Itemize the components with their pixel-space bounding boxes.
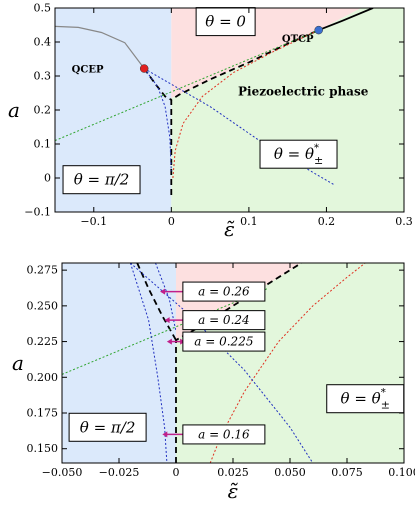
label-box-text-4: θ = π/2	[80, 418, 136, 436]
y-tick-label: 0.200	[27, 371, 59, 384]
x-axis-label: ε̃	[224, 217, 235, 241]
boundary-line-1	[318, 8, 374, 31]
label-box-2: θ = θ* ±	[259, 139, 338, 169]
label-box-5: θ = θ* ±	[326, 384, 405, 414]
label-box-text-2: a = 0.225	[194, 335, 253, 349]
label-box-text-0: θ = 0	[205, 13, 246, 31]
y-tick-label: 0.275	[27, 264, 59, 277]
y-axis-label: a	[12, 351, 24, 375]
x-tick-label: 0.050	[274, 466, 306, 479]
x-tick-label: 0.025	[217, 466, 249, 479]
y-tick-label: 0.150	[27, 442, 59, 455]
label-box-4: θ = π/2	[68, 412, 147, 442]
boundary-line-5	[129, 263, 168, 463]
x-tick-label: 0.075	[331, 466, 363, 479]
y-tick-label: 0.225	[27, 335, 59, 348]
phase-region-2	[171, 8, 404, 212]
boundary-line-1	[136, 263, 177, 341]
boundary-line-3	[209, 263, 366, 463]
y-tick-label: 0.2	[34, 104, 52, 117]
x-tick-label: −0.025	[99, 466, 140, 479]
boundary-line-0	[55, 25, 145, 69]
x-tick-label: 0	[168, 215, 175, 228]
x-tick-label: −0.1	[80, 215, 107, 228]
label-box-text-2: θ = θ* ±	[274, 143, 323, 167]
boundary-line-4	[130, 263, 314, 463]
label-box-text-1: θ = π/2	[74, 171, 130, 189]
top-phase-diagram-panel: QCEP QTCP Piezoelectric phase θ = 0 θ = π/2 θ…	[8, 2, 413, 242]
label-box-2: a = 0.225	[182, 331, 266, 352]
x-tick-label: −0.050	[42, 466, 83, 479]
critical-point-label-1: QTCP	[282, 34, 314, 45]
x-tick-label: 0.2	[318, 215, 336, 228]
y-axis-label: a	[8, 98, 20, 122]
boundary-line-2	[62, 288, 268, 375]
y-tick-label: 0.175	[27, 407, 59, 420]
critical-point-marker-0	[139, 64, 149, 73]
x-axis-label: ε̃	[228, 479, 239, 503]
label-box-text-0: a = 0.26	[198, 285, 250, 299]
critical-point-label-0: QCEP	[72, 64, 104, 75]
y-tick-label: 0.3	[34, 70, 52, 83]
boundary-line-5	[172, 29, 319, 179]
label-box-0: a = 0.26	[182, 281, 266, 302]
x-tick-label: 0.100	[388, 466, 415, 479]
y-tick-label: 0.250	[27, 299, 59, 312]
y-tick-label: 0.1	[34, 138, 52, 151]
boundary-line-6	[143, 68, 335, 186]
label-box-text-3: a = 0.16	[198, 427, 250, 441]
y-tick-label: 0.4	[34, 36, 52, 49]
label-box-text-5: θ = θ* ±	[341, 387, 390, 411]
x-tick-label: 0	[173, 466, 180, 479]
y-tick-label: −0.1	[24, 206, 51, 219]
label-box-3: a = 0.16	[182, 424, 266, 445]
label-box-0: θ = 0	[195, 7, 256, 37]
x-tick-label: 0.1	[240, 215, 258, 228]
label-box-text-1: a = 0.24	[198, 313, 250, 327]
phase-annotation-0: Piezoelectric phase	[238, 84, 369, 98]
y-tick-label: 0.5	[34, 2, 52, 15]
label-box-1: a = 0.24	[182, 310, 266, 331]
x-tick-label: 0.3	[395, 215, 413, 228]
bottom-phase-diagram-panel: a = 0.26 a = 0.24 a = 0.225 a = 0.16 θ = π/2…	[12, 262, 415, 503]
phase-region-0	[55, 8, 172, 212]
label-box-1: θ = π/2	[62, 165, 141, 195]
y-tick-label: 0	[44, 172, 51, 185]
critical-point-marker-1	[314, 25, 323, 35]
